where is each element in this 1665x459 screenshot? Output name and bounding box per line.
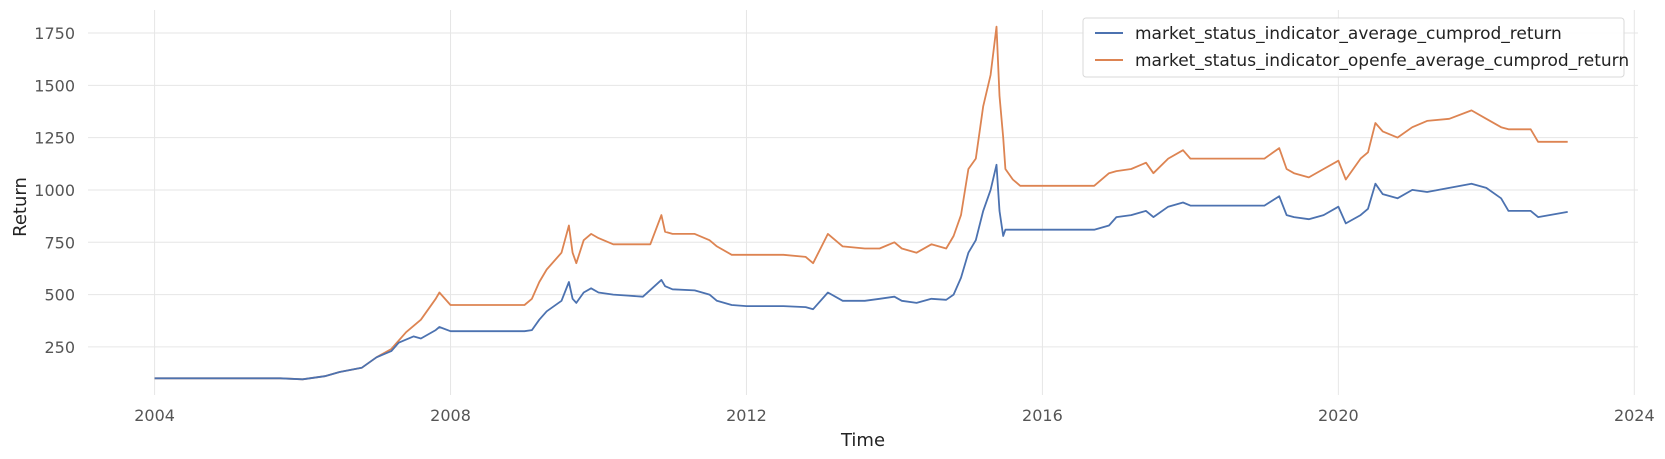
x-axis-label: Time xyxy=(840,430,885,451)
x-tick-label: 2016 xyxy=(1022,406,1063,425)
series-line-0 xyxy=(154,163,1568,381)
x-tick-label: 2012 xyxy=(726,406,767,425)
series-line-1 xyxy=(154,25,1568,381)
y-tick-label: 250 xyxy=(44,338,75,357)
legend-label-series-0: market_status_indicator_average_cumprod_… xyxy=(1135,24,1562,44)
y-tick-label: 1500 xyxy=(34,76,75,95)
y-axis-ticks: 250 500 750 1000 1250 1500 1750 xyxy=(34,24,75,357)
y-axis-label: Return xyxy=(10,177,31,237)
y-tick-label: 1250 xyxy=(34,129,75,148)
x-tick-label: 2020 xyxy=(1318,406,1359,425)
y-tick-label: 750 xyxy=(44,233,75,252)
series-lines xyxy=(154,25,1568,381)
legend: market_status_indicator_average_cumprod_… xyxy=(1082,17,1629,78)
x-tick-label: 2004 xyxy=(134,406,175,425)
y-tick-label: 500 xyxy=(44,286,75,305)
legend-box xyxy=(1082,17,1625,78)
legend-label-series-1: market_status_indicator_openfe_average_c… xyxy=(1135,51,1629,71)
y-tick-label: 1000 xyxy=(34,181,75,200)
x-tick-label: 2008 xyxy=(430,406,471,425)
x-tick-label: 2024 xyxy=(1614,406,1655,425)
y-tick-label: 1750 xyxy=(34,24,75,43)
x-axis-ticks: 2004 2008 2012 2016 2020 2024 xyxy=(134,406,1654,425)
